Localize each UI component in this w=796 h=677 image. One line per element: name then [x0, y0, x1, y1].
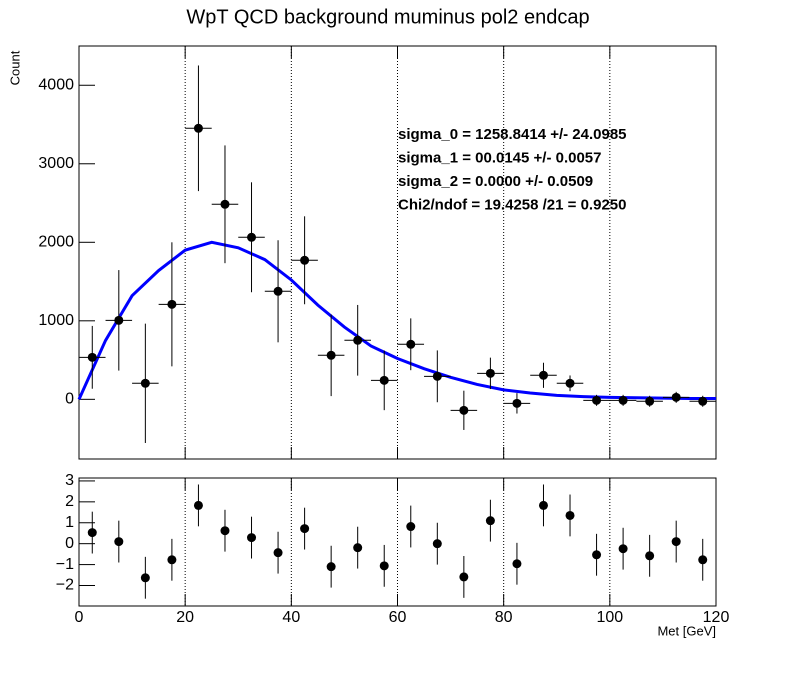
data-point	[618, 395, 628, 405]
data-point	[671, 537, 681, 547]
y-tick-label: 0	[65, 535, 74, 552]
data-point	[538, 370, 548, 380]
y-tick-label: 0	[65, 391, 74, 408]
x-tick-label: 40	[282, 609, 300, 626]
x-tick-label: 120	[703, 609, 730, 626]
data-point	[512, 398, 522, 408]
y-tick-label: 1000	[38, 312, 74, 329]
data-point	[140, 378, 150, 388]
data-point	[273, 286, 283, 296]
x-axis-label: Met [GeV]	[657, 623, 716, 638]
fit-stat: Chi2/ndof = 19.4258 /21 = 0.9250	[398, 196, 626, 213]
fit-curve	[77, 240, 716, 401]
chart-title: WpT QCD background muminus pol2 endcap	[186, 6, 589, 28]
data-point	[87, 352, 97, 362]
data-point	[379, 375, 389, 385]
data-point	[698, 555, 708, 565]
data-point	[565, 378, 575, 388]
data-point	[353, 335, 363, 345]
plot-frame	[78, 45, 717, 460]
data-point	[326, 350, 336, 360]
data-point	[326, 562, 336, 572]
data-point	[353, 543, 363, 553]
data-point	[592, 550, 602, 560]
data-point	[406, 522, 416, 532]
y-axis-label: Count	[7, 50, 22, 85]
data-point	[485, 368, 495, 378]
data-point	[459, 405, 469, 415]
data-point	[698, 396, 708, 406]
data-point	[300, 524, 310, 534]
data-point	[140, 573, 150, 583]
y-tick-label: 4000	[38, 76, 74, 93]
data-point	[167, 555, 177, 565]
x-tick-label: 60	[389, 609, 407, 626]
y-tick-label: 3000	[38, 155, 74, 172]
data-point	[512, 559, 522, 569]
data-point	[273, 548, 283, 558]
data-point	[114, 537, 124, 547]
data-point	[538, 500, 548, 510]
data-point	[247, 232, 257, 242]
y-tick-label: 3	[65, 472, 74, 489]
fit-stat: sigma_0 = 1258.8414 +/- 24.0985	[398, 126, 627, 143]
data-point	[671, 392, 681, 402]
x-tick-label: 20	[176, 609, 194, 626]
data-point	[565, 510, 575, 520]
data-point	[618, 544, 628, 554]
y-tick-label: −1	[56, 556, 74, 573]
data-point	[406, 339, 416, 349]
data-point	[592, 395, 602, 405]
data-point	[220, 526, 230, 536]
data-point	[432, 371, 442, 381]
x-tick-label: 80	[495, 609, 513, 626]
data-point	[459, 572, 469, 582]
fit-stat: sigma_2 = 0.0000 +/- 0.0509	[398, 173, 593, 190]
data-point	[485, 516, 495, 526]
plot-frame	[78, 477, 717, 607]
data-point	[645, 396, 655, 406]
fit-stat: sigma_1 = 00.0145 +/- 0.0057	[398, 149, 602, 166]
data-point	[193, 123, 203, 133]
y-tick-label: 1	[65, 514, 74, 531]
data-point	[193, 500, 203, 510]
data-point	[300, 255, 310, 265]
x-tick-label: 100	[596, 609, 623, 626]
data-point	[114, 315, 124, 325]
x-tick-label: 0	[75, 609, 84, 626]
data-point	[220, 199, 230, 209]
data-point	[645, 551, 655, 561]
y-tick-label: −2	[56, 577, 74, 594]
data-point	[379, 561, 389, 571]
data-point	[87, 528, 97, 538]
data-point	[247, 533, 257, 543]
y-tick-label: 2	[65, 493, 74, 510]
data-point	[167, 299, 177, 309]
data-point	[432, 539, 442, 549]
y-tick-label: 2000	[38, 234, 74, 251]
